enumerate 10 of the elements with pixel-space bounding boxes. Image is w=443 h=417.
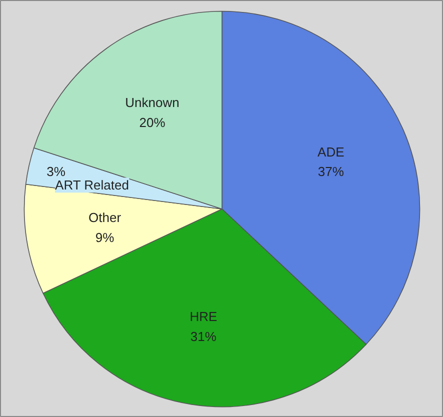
slice-label: ART Related [55,178,129,193]
data-label: 37% [318,164,344,180]
data-label: 9% [95,230,115,246]
slice-label: ADE [318,144,345,160]
slice-label: Unknown [125,95,180,110]
slice-label: HRE [190,309,218,324]
data-label: 3% [46,164,66,180]
data-label: 31% [190,329,217,344]
data-label: 20% [139,115,166,130]
slice-label: Other [88,210,122,226]
